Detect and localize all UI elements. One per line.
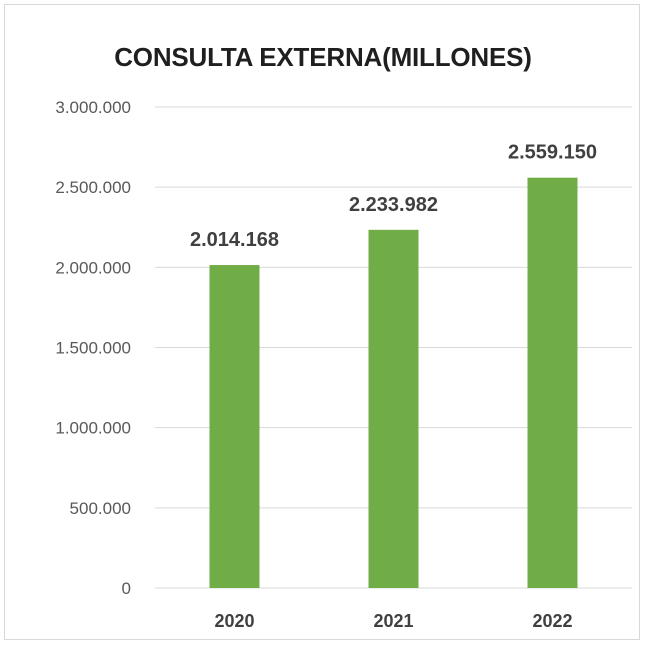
- chart-title: CONSULTA EXTERNA(MILLONES): [114, 42, 532, 72]
- y-tick-label: 0: [122, 579, 131, 598]
- data-label-2020: 2.014.168: [190, 229, 279, 251]
- y-tick-label: 500.000: [70, 499, 131, 518]
- bar-2022: [527, 177, 578, 588]
- y-tick-label: 2.500.000: [55, 178, 131, 197]
- data-labels: 2.014.168 2.233.982 2.559.150: [190, 142, 597, 251]
- data-label-2022: 2.559.150: [508, 142, 597, 164]
- y-tick-label: 1.000.000: [55, 419, 131, 438]
- y-tick-label: 1.500.000: [55, 339, 131, 358]
- x-axis-tick-labels: 2020 2021 2022: [214, 611, 572, 631]
- data-label-2021: 2.233.982: [349, 194, 438, 216]
- bar-2021: [368, 229, 419, 588]
- x-tick-label-2020: 2020: [214, 611, 254, 631]
- x-tick-label-2021: 2021: [373, 611, 413, 631]
- y-axis-tick-labels: 0 500.000 1.000.000 1.500.000 2.000.000 2.500…: [55, 98, 131, 598]
- y-tick-label: 3.000.000: [55, 98, 131, 117]
- y-tick-label: 2.000.000: [55, 258, 131, 277]
- bars: [209, 177, 578, 588]
- bar-2020: [209, 265, 260, 588]
- x-tick-label-2022: 2022: [532, 611, 572, 631]
